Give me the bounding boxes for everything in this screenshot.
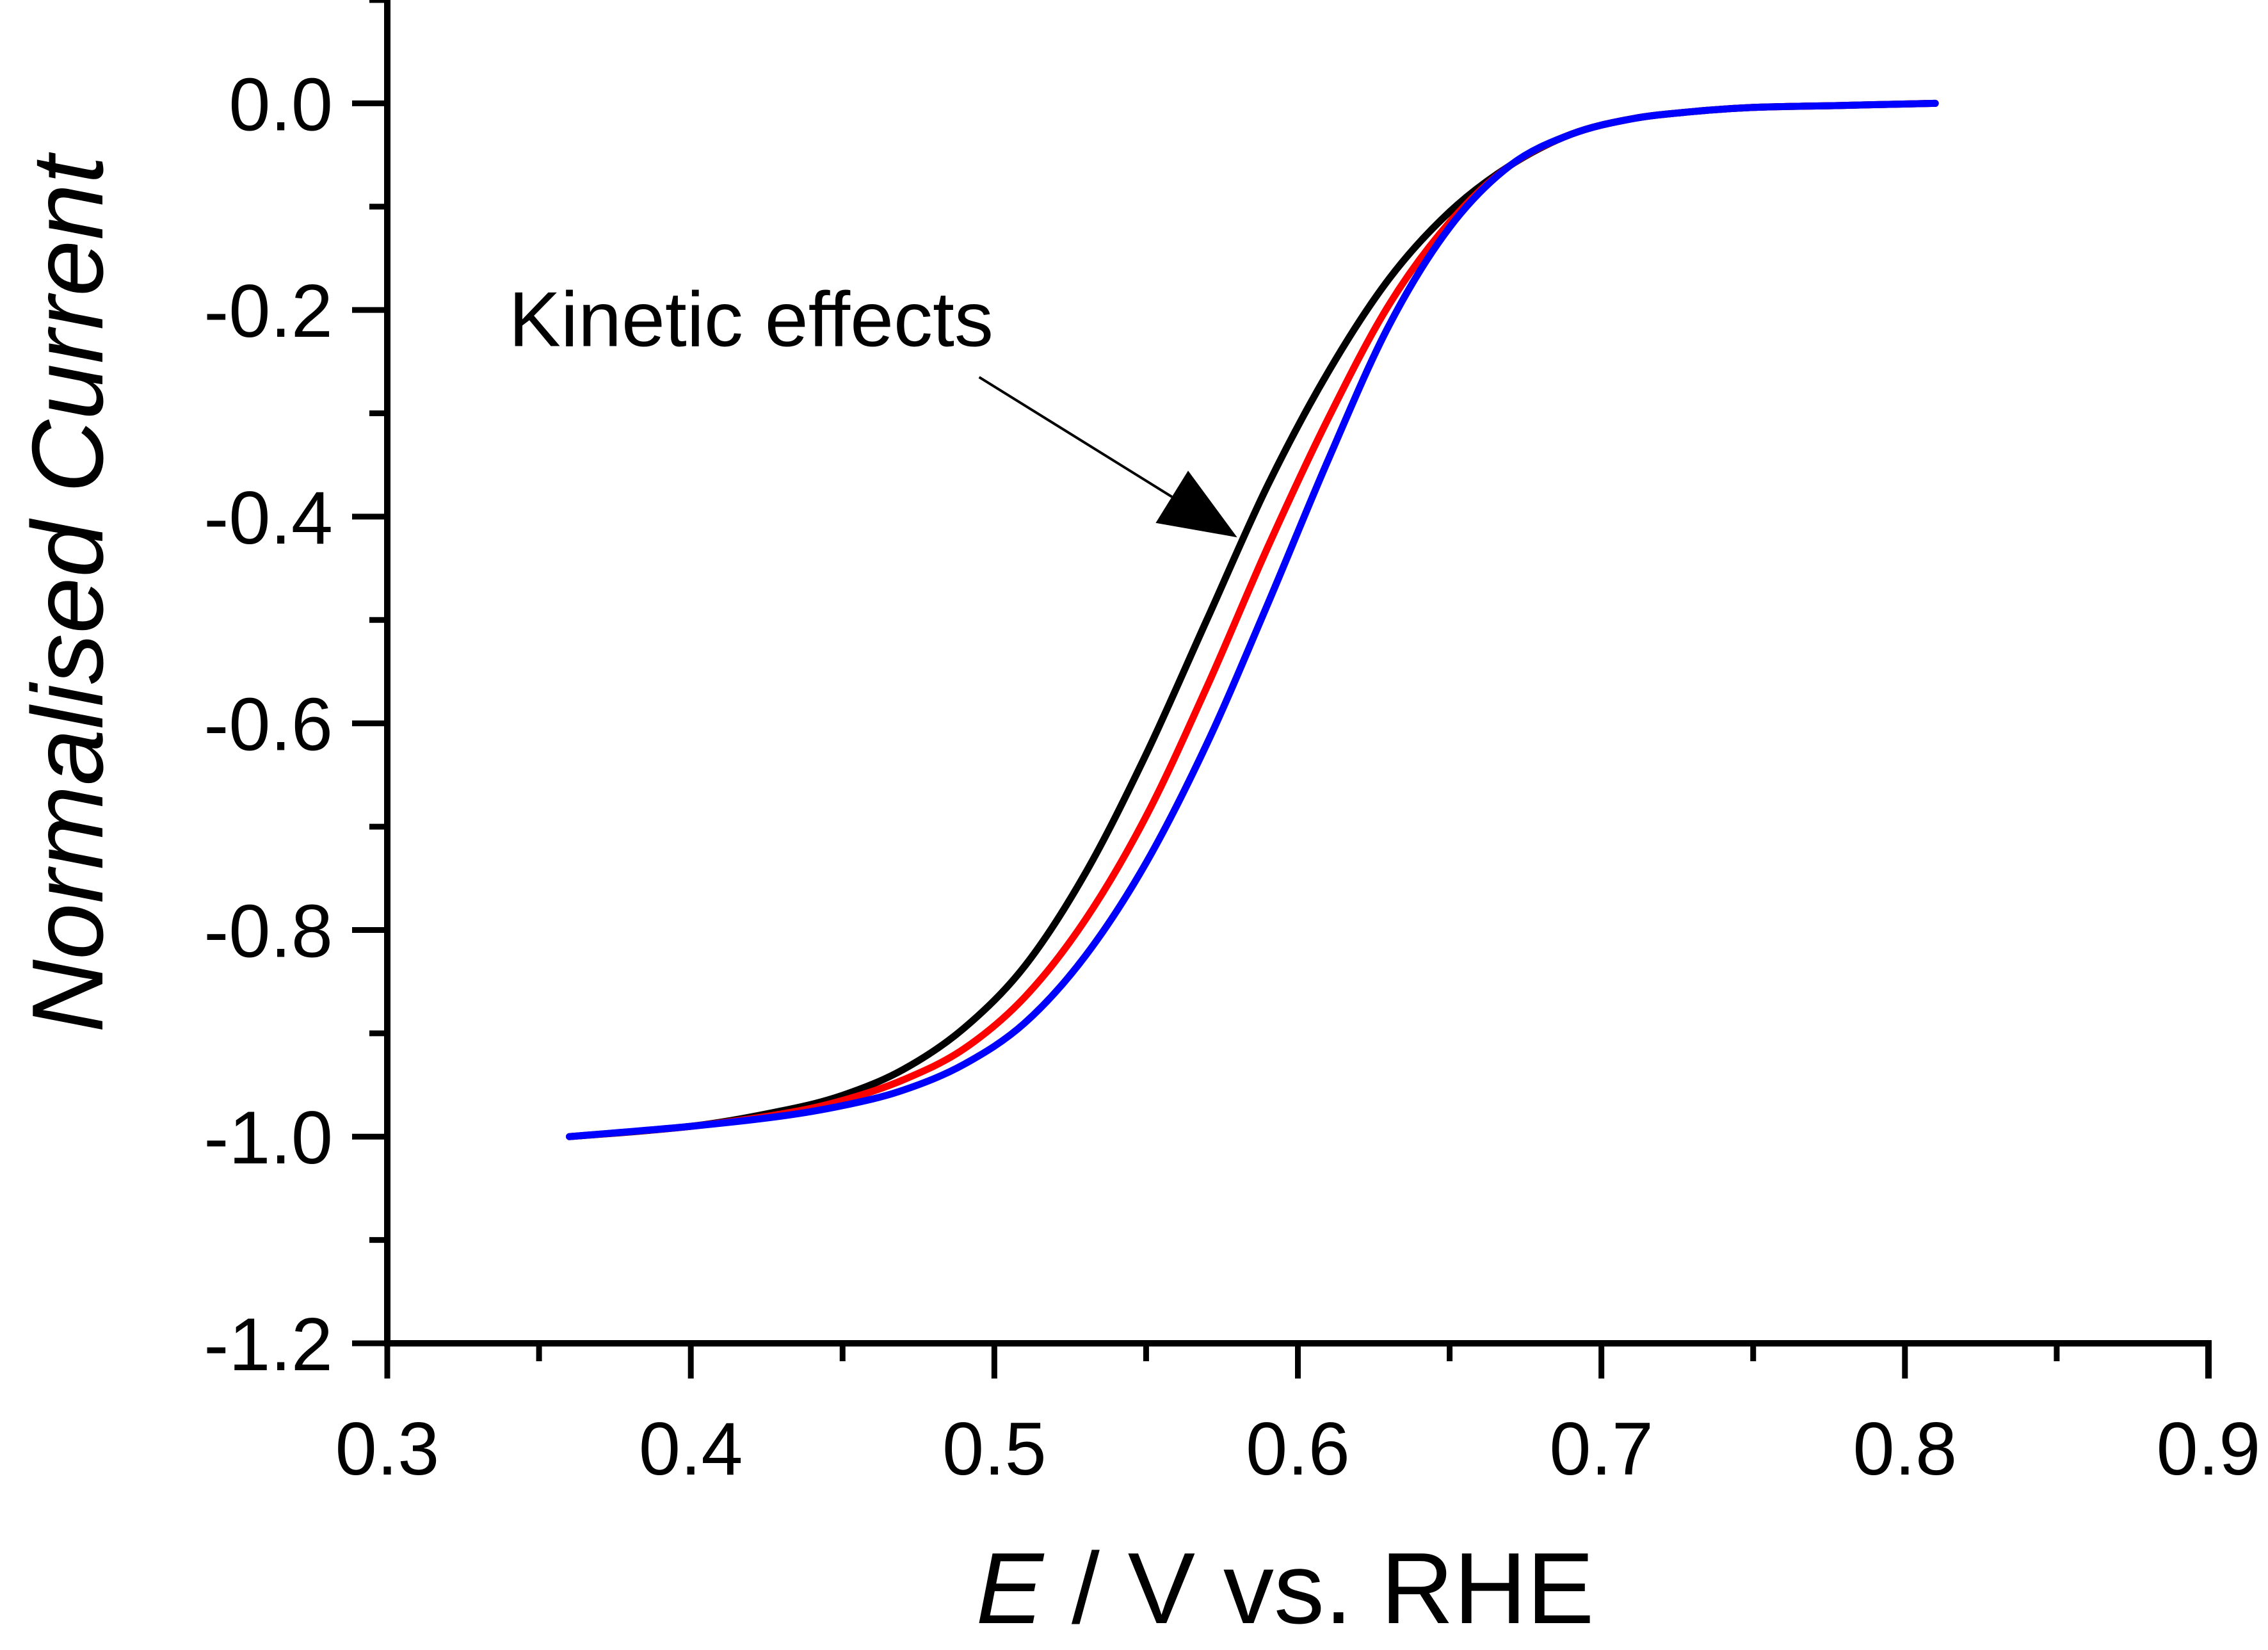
series-line-2 xyxy=(566,99,1939,1140)
y-tick-label: -1.0 xyxy=(204,1096,333,1179)
ticks xyxy=(352,0,2212,1379)
annotation-arrow-head xyxy=(1155,471,1237,538)
x-axis-title-variable: E xyxy=(976,1532,1045,1645)
tick-labels: 0.3 0.4 0.5 0.6 0.7 0.8 0.9 0.0 -0.2 -0.4 -0.6 -0.8… xyxy=(204,62,2260,1491)
x-tick-label: 0.9 xyxy=(2157,1407,2261,1491)
y-tick-label: -0.8 xyxy=(204,889,333,973)
y-tick-label: 0.0 xyxy=(229,62,333,146)
x-tick-label: 0.5 xyxy=(942,1407,1047,1491)
y-tick-label: -0.2 xyxy=(204,269,333,353)
series-line-1 xyxy=(566,99,1939,1140)
y-tick-label: -0.6 xyxy=(204,683,333,766)
annotation-label: Kinetic effects xyxy=(509,276,993,363)
plot-frame xyxy=(384,0,2212,1379)
y-tick-label: -1.2 xyxy=(204,1302,333,1386)
x-tick-label: 0.4 xyxy=(639,1407,743,1491)
x-axis-title: E / V vs. RHE xyxy=(976,1532,1595,1645)
x-tick-label: 0.3 xyxy=(335,1407,440,1491)
y-axis-title: Normalised Current xyxy=(12,152,124,1033)
y-tick-label: -0.4 xyxy=(204,476,333,560)
series-line-3 xyxy=(566,99,1939,1140)
annotation-arrow-line xyxy=(978,376,1173,498)
annotation-layer: Kinetic effects xyxy=(509,276,1237,538)
x-tick-label: 0.8 xyxy=(1853,1407,1958,1491)
series-layer xyxy=(566,99,1939,1140)
x-tick-label: 0.6 xyxy=(1246,1407,1350,1491)
x-tick-label: 0.7 xyxy=(1549,1407,1653,1491)
x-axis-title-units: / V vs. RHE xyxy=(1043,1532,1594,1645)
